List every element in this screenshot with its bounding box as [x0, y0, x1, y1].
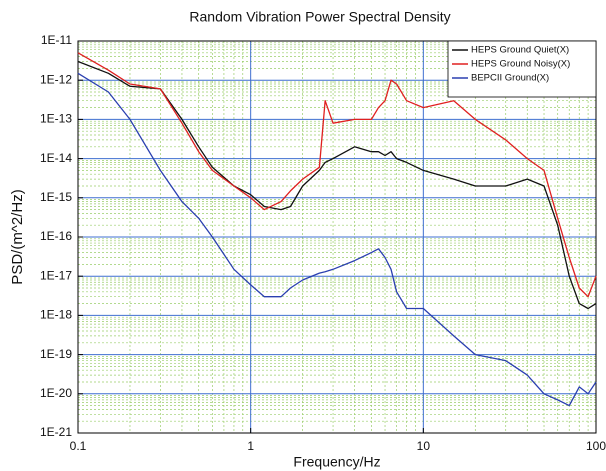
y-tick-label: 1E-20	[40, 386, 72, 400]
legend-label: BEPCII Ground(X)	[471, 73, 549, 84]
y-tick-label: 1E-13	[40, 112, 72, 126]
x-tick-label: 0.1	[70, 439, 87, 453]
legend-label: HEPS Ground Quiet(X)	[471, 45, 569, 56]
series-line	[77, 72, 597, 407]
x-axis-label: Frequency/Hz	[293, 454, 380, 470]
y-tick-label: 1E-11	[41, 33, 72, 47]
legend-box	[447, 40, 597, 98]
plot-frame	[77, 40, 597, 434]
y-tick-label: 1E-18	[40, 308, 72, 322]
legend-label: HEPS Ground Noisy(X)	[471, 59, 570, 70]
chart-title: Random Vibration Power Spectral Density	[189, 9, 450, 25]
x-tick-label: 1	[247, 439, 254, 453]
series-line	[77, 52, 597, 298]
y-axis-label: PSD/(m^2/Hz)	[9, 189, 26, 284]
series-line	[77, 60, 597, 310]
y-tick-label: 1E-14	[40, 151, 72, 165]
y-tick-label: 1E-15	[40, 190, 72, 204]
x-tick-label: 10	[417, 439, 431, 453]
x-tick-label: 100	[586, 439, 606, 453]
y-tick-label: 1E-16	[40, 229, 72, 243]
y-tick-label: 1E-21	[40, 425, 72, 439]
y-tick-label: 1E-17	[40, 268, 72, 282]
y-tick-label: 1E-12	[40, 72, 72, 86]
y-tick-label: 1E-19	[40, 347, 72, 361]
